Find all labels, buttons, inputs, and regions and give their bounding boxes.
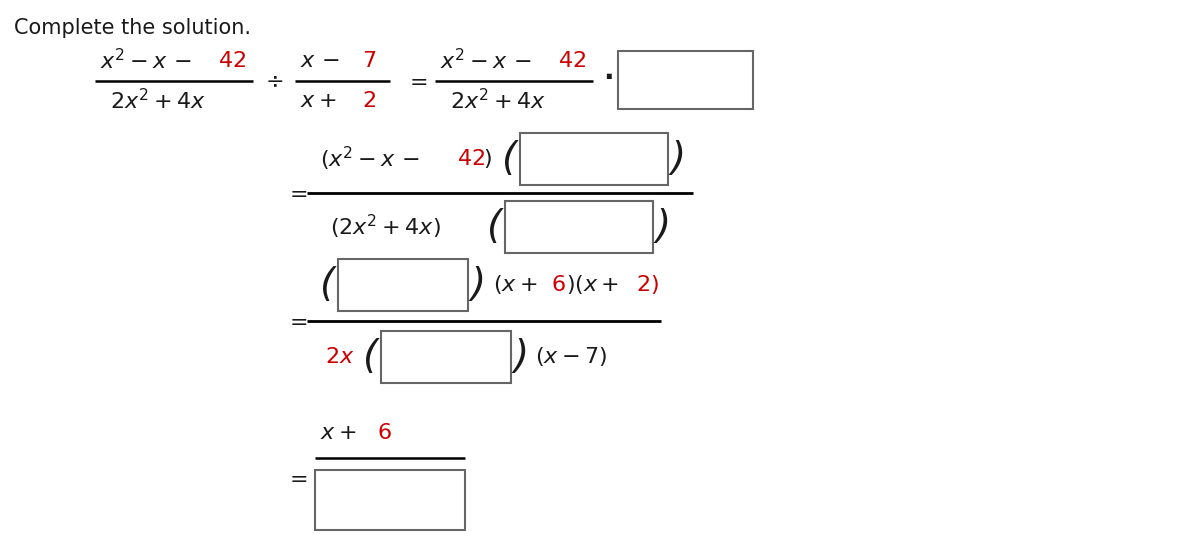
- Text: $(x + $: $(x + $: [493, 274, 538, 296]
- Text: $)(x + $: $)(x + $: [566, 274, 619, 296]
- Text: $42$: $42$: [218, 51, 246, 71]
- FancyBboxPatch shape: [338, 259, 468, 311]
- Text: $2x^2 + 4x$: $2x^2 + 4x$: [110, 88, 205, 113]
- Text: $x\,-\,$: $x\,-\,$: [300, 51, 340, 71]
- Text: $(2x^2 + 4x)$: $(2x^2 + 4x)$: [330, 213, 440, 241]
- Text: $=$: $=$: [286, 468, 307, 488]
- Text: ): ): [514, 338, 528, 376]
- Text: $x + $: $x + $: [300, 91, 336, 111]
- Text: $2x^2 + 4x$: $2x^2 + 4x$: [450, 88, 546, 113]
- Text: $2)$: $2)$: [636, 274, 659, 296]
- FancyBboxPatch shape: [618, 51, 754, 109]
- Text: $\div$: $\div$: [265, 71, 283, 91]
- Text: $)$: $)$: [482, 148, 492, 170]
- Text: $x^2 - x\,-\,$: $x^2 - x\,-\,$: [100, 49, 192, 74]
- FancyBboxPatch shape: [520, 133, 668, 185]
- Text: ): ): [470, 266, 485, 304]
- FancyBboxPatch shape: [382, 331, 511, 383]
- Text: $6$: $6$: [377, 423, 391, 443]
- Text: $=$: $=$: [406, 71, 427, 91]
- Text: $7$: $7$: [362, 51, 377, 71]
- Text: $42$: $42$: [558, 51, 586, 71]
- Text: $(x - 7)$: $(x - 7)$: [535, 346, 607, 368]
- Text: $6$: $6$: [551, 275, 565, 295]
- Text: $\boldsymbol{\cdot}$: $\boldsymbol{\cdot}$: [604, 62, 613, 90]
- Text: $42$: $42$: [457, 149, 485, 169]
- FancyBboxPatch shape: [314, 470, 466, 530]
- Text: ): ): [670, 140, 685, 178]
- Text: (: (: [487, 208, 502, 246]
- Text: $x^2 - x\,-\,$: $x^2 - x\,-\,$: [440, 49, 532, 74]
- FancyBboxPatch shape: [505, 201, 653, 253]
- Text: Complete the solution.: Complete the solution.: [14, 18, 251, 38]
- Text: $2$: $2$: [362, 91, 376, 111]
- Text: (: (: [320, 266, 335, 304]
- Text: (: (: [364, 338, 378, 376]
- Text: $x + $: $x + $: [320, 423, 356, 443]
- Text: (: (: [502, 140, 517, 178]
- Text: $2x$: $2x$: [325, 347, 354, 367]
- Text: ): ): [655, 208, 670, 246]
- Text: $(x^2 - x\,-\,$: $(x^2 - x\,-\,$: [320, 145, 420, 173]
- Text: $=$: $=$: [286, 311, 307, 331]
- Text: $=$: $=$: [286, 183, 307, 203]
